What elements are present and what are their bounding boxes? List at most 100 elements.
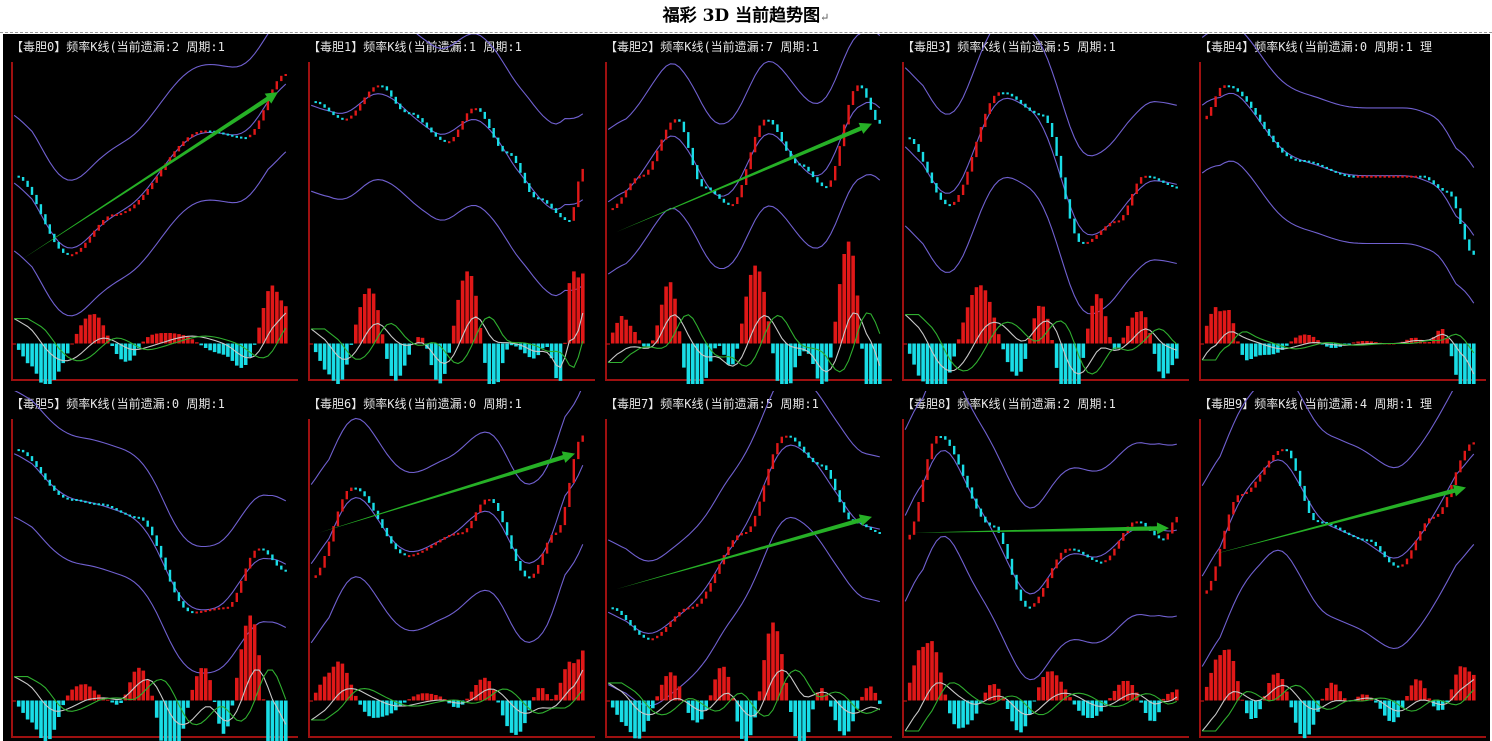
candle-down [191,611,194,614]
candle-down [921,151,925,162]
candle-up [838,146,841,166]
chart-panel-3: 【毒胆3】频率K线(当前遗漏:5 周期:1 [894,34,1191,384]
macd-bar [483,677,487,701]
macd-bar [1227,310,1231,344]
macd-bar [1023,343,1028,359]
macd-bar [12,700,16,702]
candle-down [244,137,247,140]
candle-up [572,459,575,483]
macd-bar [487,343,492,384]
macd-bar [239,649,244,701]
candle-down [1091,557,1094,560]
candle-down [1162,180,1165,183]
macd-bar [474,295,478,344]
macd-bar [83,684,88,701]
candle-down [696,165,699,180]
macd-bar [217,343,221,354]
candle-down [528,183,531,192]
macd-bar [939,672,943,701]
macd-bar [1289,341,1294,344]
candle-down [425,122,429,128]
macd-bar [677,686,682,701]
macd-bar [208,343,212,351]
candle-down [1463,224,1466,240]
macd-bar [128,343,132,361]
macd-bar [97,317,101,344]
macd-bar [726,676,731,701]
candle-down [523,172,527,184]
macd-bar [159,700,163,741]
candle-down [57,490,60,495]
macd-bar [469,276,474,344]
macd-bar [903,343,907,345]
macd-bar [1360,694,1365,701]
macd-bar [1423,342,1427,344]
candle-down [1073,548,1076,551]
candle-up [1166,533,1169,540]
candle-down [1019,589,1023,601]
candle-down [559,213,562,218]
macd-bar [713,343,717,349]
macd-diff-line [310,312,584,369]
macd-bar [1023,700,1028,727]
band-upper-line [310,391,582,485]
macd-bar [651,340,655,344]
macd-bar [243,343,248,365]
candle-down [226,133,230,136]
candle-up [532,573,535,578]
candle-down [1445,190,1449,193]
candle-down [492,128,495,138]
candle-up [966,171,969,185]
macd-bar [1280,679,1285,701]
candle-up [749,526,752,532]
candle-up [1250,487,1253,492]
candle-up [1232,502,1235,515]
macd-bar [154,333,159,344]
macd-bar [956,339,961,344]
chart-panel-5: 【毒胆5】频率K线(当前遗漏:0 周期:1 [3,391,300,741]
macd-bar [677,331,682,344]
macd-bar [163,333,168,344]
candle-up [1218,548,1222,567]
candle-down [1171,185,1174,187]
macd-bar [16,343,21,350]
macd-bar [105,335,110,344]
macd-bar [1271,674,1276,701]
band-lower-line [1201,544,1475,667]
candle-down [102,503,105,506]
macd-bar [1090,305,1094,344]
candle-up [231,602,234,607]
chart-frame [1199,62,1486,381]
candle-up [1281,449,1284,452]
macd-diff-line [1201,679,1475,732]
macd-bar [775,343,780,381]
macd-bar [780,654,784,701]
candle-up [1227,514,1231,531]
chart-frame [902,62,1189,381]
candle-up [1428,518,1431,524]
candle-up [106,216,109,220]
macd-bar [581,273,585,344]
macd-bar [943,694,948,701]
candle-down [1001,532,1005,544]
macd-bar [1134,312,1139,344]
macd-bar [1329,343,1334,348]
macd-bar [1356,696,1360,701]
candle-up [664,129,668,140]
candle-down [1059,155,1063,178]
macd-bar [545,343,549,347]
candle-up [430,545,433,549]
return-mark-icon: ↵ [820,11,830,24]
candle-up [687,607,690,610]
chart-label: 【毒胆3】频率K线(当前遗漏:5 周期:1 [902,40,1116,54]
candle-down [1055,137,1058,156]
macd-bar [1161,343,1166,379]
candle-up [1410,175,1413,178]
macd-bar [331,343,336,381]
chart-panel-7: 【毒胆7】频率K线(当前遗漏:5 周期:1 [597,391,894,741]
macd-bar [371,700,376,718]
macd-bar [1374,342,1378,344]
candle-up [1108,223,1112,227]
band-middle-line [1201,453,1475,577]
macd-bar [1258,700,1262,710]
